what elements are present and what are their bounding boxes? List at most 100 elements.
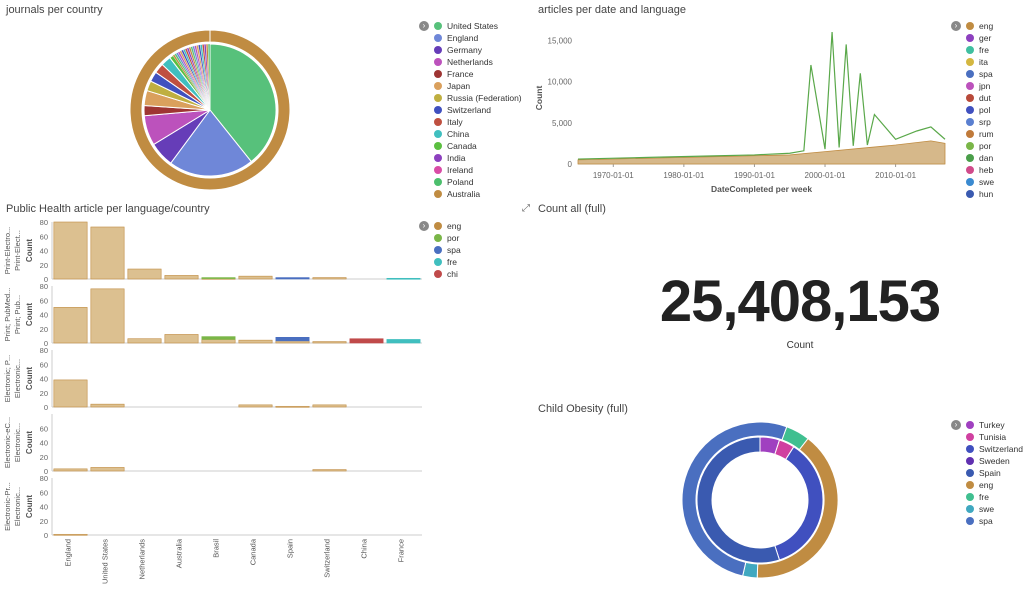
legend-item[interactable]: swe: [966, 503, 1023, 515]
pie-slice[interactable]: [170, 109, 252, 177]
legend-item[interactable]: eng: [966, 20, 994, 32]
bar[interactable]: [349, 338, 384, 344]
legend-item[interactable]: rum: [966, 128, 994, 140]
legend-swatch: [434, 246, 442, 254]
bar[interactable]: [386, 339, 421, 344]
legend-item[interactable]: dan: [966, 152, 994, 164]
donut-inner-slice[interactable]: [696, 436, 781, 564]
legend-item[interactable]: Sweden: [966, 455, 1023, 467]
y-tick-label: 20: [40, 453, 48, 462]
bar[interactable]: [238, 275, 273, 280]
legend-label: Sweden: [979, 456, 1010, 466]
legend-item[interactable]: heb: [966, 164, 994, 176]
chevron-right-icon[interactable]: ›: [951, 420, 961, 430]
legend-swatch: [966, 130, 974, 138]
legend-item[interactable]: spa: [434, 244, 461, 256]
chevron-right-icon[interactable]: ›: [951, 21, 961, 31]
legend-label: Poland: [447, 177, 474, 187]
legend-item[interactable]: dut: [966, 92, 994, 104]
bar[interactable]: [164, 334, 199, 344]
legend-item[interactable]: srp: [966, 116, 994, 128]
expand-icon[interactable]: ⤢: [522, 203, 530, 214]
bar[interactable]: [53, 379, 88, 408]
bar[interactable]: [90, 288, 125, 344]
legend-item[interactable]: ita: [966, 56, 994, 68]
legend-item[interactable]: Australia: [434, 188, 522, 200]
legend-item[interactable]: hun: [966, 188, 994, 200]
legend-item[interactable]: Switzerland: [966, 443, 1023, 455]
bar[interactable]: [90, 467, 125, 472]
legend-swatch: [966, 22, 974, 30]
bar[interactable]: [90, 226, 125, 280]
bar[interactable]: [127, 268, 162, 280]
legend-swatch: [434, 118, 442, 126]
legend-item[interactable]: India: [434, 152, 522, 164]
legend-swatch: [966, 70, 974, 78]
legend-item[interactable]: fre: [966, 491, 1023, 503]
legend-item[interactable]: Canada: [434, 140, 522, 152]
bar[interactable]: [238, 404, 273, 408]
legend-item[interactable]: France: [434, 68, 522, 80]
bar[interactable]: [312, 469, 347, 472]
legend-item[interactable]: pol: [966, 104, 994, 116]
legend-item[interactable]: Germany: [434, 44, 522, 56]
chevron-right-icon[interactable]: ›: [419, 221, 429, 231]
bar[interactable]: [312, 404, 347, 408]
pie-outer-ring[interactable]: [129, 29, 291, 191]
bar[interactable]: [386, 277, 421, 280]
bar[interactable]: [275, 337, 310, 342]
bar[interactable]: [238, 339, 273, 344]
legend-item[interactable]: Poland: [434, 176, 522, 188]
legend-item[interactable]: ger: [966, 32, 994, 44]
legend-item[interactable]: Tunisia: [966, 431, 1023, 443]
bar[interactable]: [90, 403, 125, 408]
legend-item[interactable]: jpn: [966, 80, 994, 92]
legend-item[interactable]: chi: [434, 268, 461, 280]
legend-item[interactable]: Russia (Federation): [434, 92, 522, 104]
legend-item[interactable]: Turkey: [966, 419, 1023, 431]
bar[interactable]: [53, 533, 88, 536]
bar[interactable]: [53, 307, 88, 344]
chevron-right-icon[interactable]: ›: [419, 21, 429, 31]
bar[interactable]: [275, 405, 310, 408]
legend-item[interactable]: eng: [966, 479, 1023, 491]
legend-item[interactable]: spa: [966, 515, 1023, 527]
legend-item[interactable]: Ireland: [434, 164, 522, 176]
legend-item[interactable]: eng: [434, 220, 461, 232]
legend-item[interactable]: Switzerland: [434, 104, 522, 116]
legend-item[interactable]: Netherlands: [434, 56, 522, 68]
bar[interactable]: [201, 339, 236, 344]
legend-item[interactable]: Spain: [966, 467, 1023, 479]
bar[interactable]: [312, 341, 347, 344]
y-tick-label: 20: [40, 261, 48, 270]
legend-item[interactable]: por: [434, 232, 461, 244]
legend-swatch: [966, 94, 974, 102]
area-series-eng[interactable]: [577, 140, 946, 165]
legend-item[interactable]: United States: [434, 20, 522, 32]
bar[interactable]: [312, 277, 347, 280]
bar[interactable]: [275, 277, 310, 280]
legend-item[interactable]: swe: [966, 176, 994, 188]
bar[interactable]: [53, 468, 88, 472]
legend-label: Spain: [979, 468, 1001, 478]
bar[interactable]: [201, 277, 236, 279]
legend-item[interactable]: fre: [434, 256, 461, 268]
legend-item[interactable]: Italy: [434, 116, 522, 128]
bar[interactable]: [53, 221, 88, 280]
pie-slice[interactable]: [209, 43, 277, 163]
legend-item[interactable]: England: [434, 32, 522, 44]
legend-item[interactable]: fre: [966, 44, 994, 56]
legend-item[interactable]: China: [434, 128, 522, 140]
pie-slice[interactable]: [207, 43, 211, 111]
legend-item[interactable]: Japan: [434, 80, 522, 92]
bar[interactable]: [164, 275, 199, 280]
line-series-por[interactable]: [577, 31, 946, 160]
bar[interactable]: [127, 338, 162, 344]
legend-item[interactable]: por: [966, 140, 994, 152]
legend-item[interactable]: spa: [966, 68, 994, 80]
bar[interactable]: [201, 336, 236, 340]
articles-area-chart: 0 5,000 10,000 15,000 1970-01-01 1980-01-01 19…: [534, 31, 946, 194]
y-tick-label: 5,000: [552, 119, 573, 128]
bar[interactable]: [275, 340, 310, 344]
donut-outer-slice[interactable]: [681, 421, 788, 577]
